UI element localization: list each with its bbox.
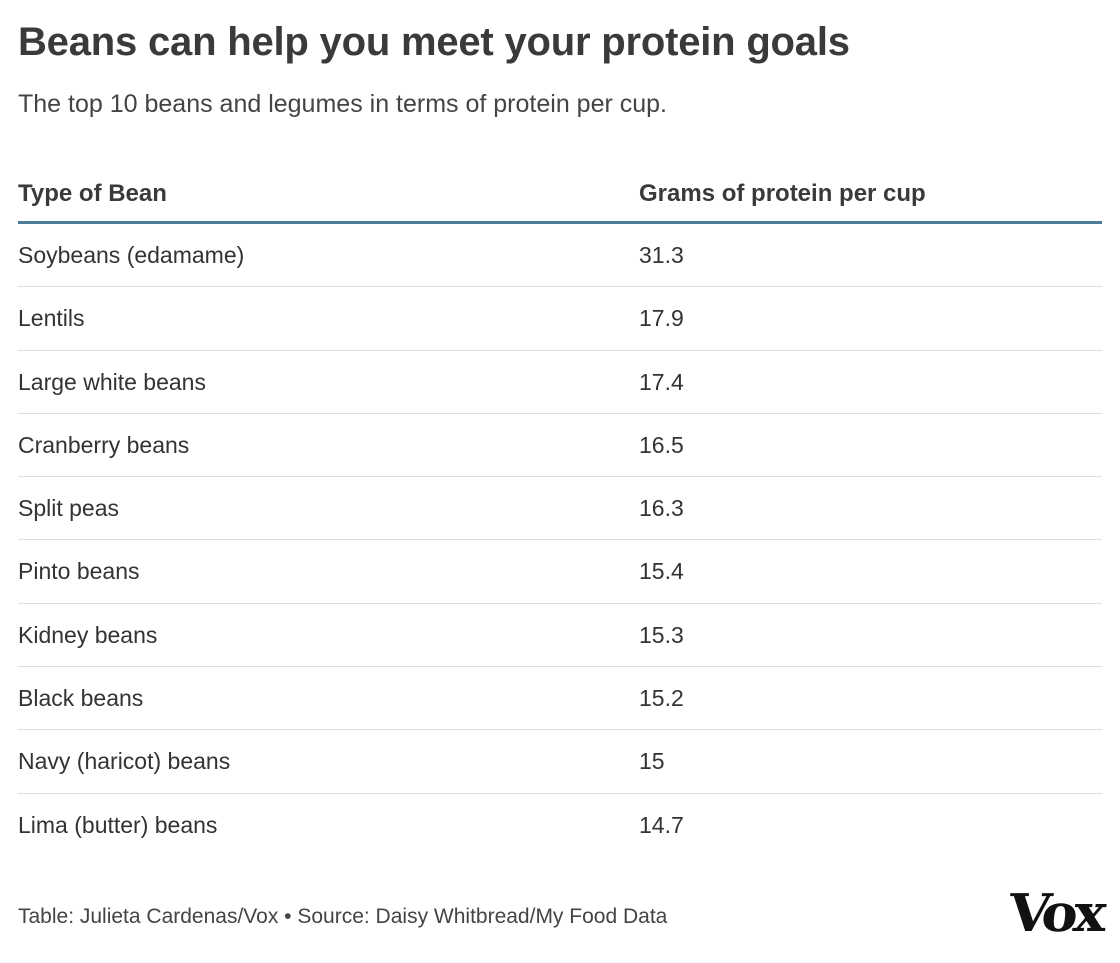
bean-name-cell: Lentils xyxy=(18,305,85,332)
table-body: Soybeans (edamame) 31.3 Lentils 17.9 Lar… xyxy=(18,224,1102,857)
table-row: Large white beans 17.4 xyxy=(18,351,1102,414)
bean-name-cell: Pinto beans xyxy=(18,558,140,585)
bean-name-cell: Lima (butter) beans xyxy=(18,811,218,838)
vox-logo: Vox xyxy=(1005,883,1106,944)
bean-name-cell: Soybeans (edamame) xyxy=(18,242,245,268)
column-header-type-of-bean: Type of Bean xyxy=(18,180,167,207)
table-row: Lima (butter) beans 14.7 xyxy=(18,794,1102,857)
bean-name-cell: Black beans xyxy=(18,685,144,712)
table-row: Split peas 16.3 xyxy=(18,477,1102,541)
bean-name-cell: Large white beans xyxy=(18,368,206,395)
bean-name-cell: Kidney beans xyxy=(18,621,158,648)
chart-title: Beans can help you meet your protein goa… xyxy=(18,20,850,64)
protein-table: Type of Bean Grams of protein per cup So… xyxy=(18,164,1102,857)
table-row: Pinto beans 15.4 xyxy=(18,540,1102,604)
protein-value-cell: 16.3 xyxy=(639,495,684,522)
table-row: Kidney beans 15.3 xyxy=(18,604,1102,668)
table-row: Cranberry beans 16.5 xyxy=(18,414,1102,478)
table-row: Black beans 15.2 xyxy=(18,667,1102,731)
table-row: Soybeans (edamame) 31.3 xyxy=(18,224,1102,288)
protein-value-cell: 15.4 xyxy=(639,558,684,585)
chart-subtitle: The top 10 beans and legumes in terms of… xyxy=(18,90,667,118)
protein-value-cell: 17.9 xyxy=(639,305,684,332)
protein-value-cell: 17.4 xyxy=(639,368,684,395)
column-header-grams-protein: Grams of protein per cup xyxy=(639,180,926,207)
chart-page: Beans can help you meet your protein goa… xyxy=(18,0,1106,963)
bean-name-cell: Split peas xyxy=(18,495,120,522)
bean-name-cell: Navy (haricot) beans xyxy=(18,748,231,775)
protein-value-cell: 15.2 xyxy=(639,685,684,712)
protein-value-cell: 14.7 xyxy=(639,811,684,838)
table-row: Navy (haricot) beans 15 xyxy=(18,730,1102,794)
protein-value-cell: 15 xyxy=(639,748,665,775)
protein-value-cell: 31.3 xyxy=(639,242,684,268)
table-header: Type of Bean Grams of protein per cup xyxy=(18,164,1102,224)
protein-value-cell: 16.5 xyxy=(639,431,684,458)
source-credit: Table: Julieta Cardenas/Vox • Source: Da… xyxy=(18,905,668,928)
bean-name-cell: Cranberry beans xyxy=(18,431,190,458)
protein-value-cell: 15.3 xyxy=(639,621,684,648)
table-row: Lentils 17.9 xyxy=(18,287,1102,351)
